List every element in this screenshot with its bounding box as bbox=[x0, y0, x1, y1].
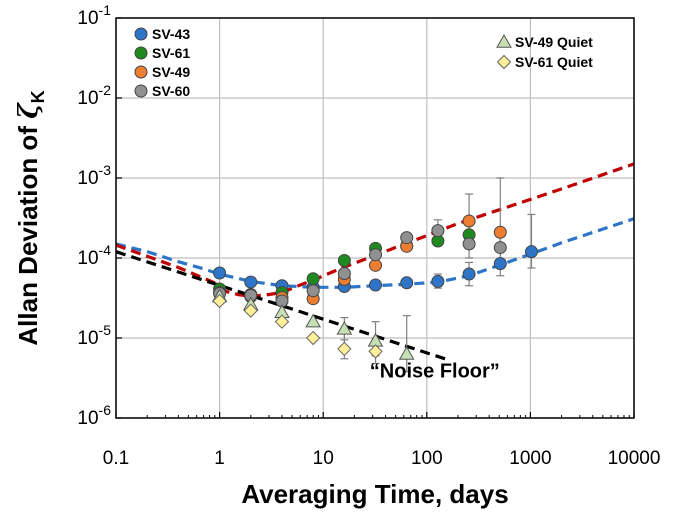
point-sv-43 bbox=[462, 267, 476, 281]
x-tick-label: 100 bbox=[411, 448, 443, 469]
point-sv-60 bbox=[493, 241, 507, 255]
y-axis-title-prefix: Allan Deviation of bbox=[13, 119, 43, 346]
y-tick-label: 10-2 bbox=[77, 82, 111, 109]
data-points bbox=[211, 214, 538, 360]
legend-marker-sv-43 bbox=[134, 27, 148, 41]
legend-marker-sv-61-quiet bbox=[496, 54, 512, 70]
x-tick-label: 0.1 bbox=[103, 448, 129, 469]
y-tick-label: 10-6 bbox=[77, 402, 111, 429]
point-sv-43 bbox=[244, 275, 258, 289]
tick-labels: 0.1 1 10 100 1000 10000 10-6 10-5 10-4 10-3 10-2 10… bbox=[77, 2, 660, 469]
plot-frame bbox=[115, 17, 635, 419]
point-sv-60 bbox=[462, 237, 476, 251]
legend-label-sv-43: SV-43 bbox=[152, 26, 190, 42]
legend-label-sv-60: SV-60 bbox=[152, 83, 190, 99]
x-axis-title: Averaging Time, days bbox=[241, 479, 508, 509]
y-tick-label: 10-5 bbox=[77, 322, 111, 349]
point-sv-49-quiet bbox=[336, 320, 353, 335]
point-sv-61-quiet bbox=[305, 330, 321, 346]
fit-curve-3 bbox=[115, 250, 446, 361]
point-sv-60 bbox=[306, 284, 320, 298]
legend-marker-sv-49-quiet bbox=[496, 33, 512, 48]
point-sv-43 bbox=[493, 257, 507, 271]
fit-curve-1 bbox=[115, 217, 635, 289]
y-tick-label: 10-3 bbox=[77, 162, 111, 189]
x-tick-label: 1000 bbox=[509, 448, 551, 469]
x-tick-label: 1 bbox=[214, 448, 225, 469]
point-sv-49 bbox=[493, 225, 507, 239]
point-sv-43 bbox=[431, 274, 445, 288]
point-sv-61 bbox=[337, 254, 351, 268]
point-sv-43 bbox=[213, 266, 227, 280]
point-sv-60 bbox=[400, 231, 414, 245]
grid-lines bbox=[115, 17, 635, 419]
point-sv-61-quiet bbox=[274, 314, 290, 329]
point-sv-43 bbox=[400, 276, 414, 290]
noise-floor-annotation: “Noise Floor” bbox=[370, 361, 500, 383]
y-axis-title-subscript: K bbox=[28, 90, 48, 103]
fit-curves bbox=[115, 162, 635, 361]
point-sv-49 bbox=[462, 214, 476, 228]
legend-label-sv-61: SV-61 bbox=[152, 45, 190, 61]
point-sv-49-quiet bbox=[398, 346, 415, 360]
legend-label-sv-61-quiet: SV-61 Quiet bbox=[515, 54, 593, 70]
legend-marker-sv-61 bbox=[134, 46, 148, 60]
legend-marker-sv-49 bbox=[134, 65, 148, 79]
point-sv-60 bbox=[431, 224, 445, 238]
legend-label-sv-49-quiet: SV-49 Quiet bbox=[515, 34, 593, 50]
x-tick-label: 10000 bbox=[608, 448, 661, 469]
point-sv-60 bbox=[369, 248, 383, 262]
legend-label-sv-49: SV-49 bbox=[152, 64, 190, 80]
y-tick-label: 10-1 bbox=[77, 2, 111, 29]
y-axis-title: Allan Deviation of ζK bbox=[13, 90, 48, 345]
point-sv-60 bbox=[337, 267, 351, 281]
fit-curve-0 bbox=[219, 162, 635, 299]
y-tick-label: 10-4 bbox=[77, 242, 111, 269]
point-sv-61-quiet bbox=[212, 293, 227, 309]
point-sv-49-quiet bbox=[305, 313, 322, 328]
legend-marker-sv-60 bbox=[134, 84, 148, 98]
point-sv-43 bbox=[524, 245, 538, 259]
x-tick-label: 10 bbox=[313, 448, 334, 469]
point-sv-61-quiet bbox=[337, 341, 352, 357]
point-sv-61-quiet bbox=[368, 344, 383, 359]
y-axis-title-symbol: ζ bbox=[14, 102, 44, 119]
legends: SV-43 SV-61 SV-49 SV-60 SV-49 Quiet SV-61 Qui… bbox=[134, 26, 593, 99]
point-sv-61 bbox=[306, 272, 320, 286]
point-sv-43 bbox=[369, 278, 383, 292]
point-sv-61-quiet bbox=[243, 303, 258, 318]
